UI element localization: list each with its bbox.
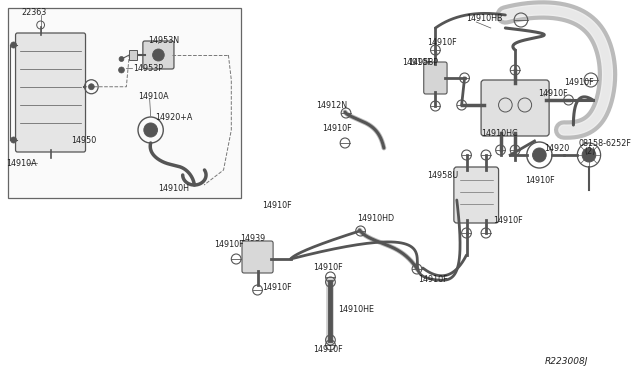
Circle shape <box>144 123 157 137</box>
FancyBboxPatch shape <box>481 80 549 136</box>
Text: 14953P: 14953P <box>133 64 163 73</box>
Text: 14910F: 14910F <box>428 38 457 46</box>
Text: 14910A: 14910A <box>6 158 36 167</box>
Circle shape <box>532 148 546 162</box>
Bar <box>129 50 137 60</box>
Text: 14939: 14939 <box>240 234 266 243</box>
Text: 14920+A: 14920+A <box>156 112 193 122</box>
Circle shape <box>88 84 94 90</box>
Text: 14910H: 14910H <box>159 183 189 192</box>
Text: 14910F: 14910F <box>493 215 522 224</box>
Circle shape <box>119 57 124 61</box>
Text: 14910F: 14910F <box>403 58 432 67</box>
Text: 08158-6252F: 08158-6252F <box>579 138 631 148</box>
Text: 14910F: 14910F <box>262 283 292 292</box>
Text: 14910F: 14910F <box>313 346 342 355</box>
Text: 14910F: 14910F <box>538 89 568 97</box>
Bar <box>8 8 241 198</box>
Text: 14950: 14950 <box>71 135 96 144</box>
FancyBboxPatch shape <box>454 167 499 223</box>
Circle shape <box>582 148 596 162</box>
Text: 22363: 22363 <box>21 7 47 16</box>
Text: 14910A: 14910A <box>138 92 168 100</box>
Text: 14910HE: 14910HE <box>338 305 374 314</box>
Text: 14920: 14920 <box>544 144 570 153</box>
Text: R223008J: R223008J <box>545 357 588 366</box>
Text: 14910F: 14910F <box>564 77 593 87</box>
Text: 14958U: 14958U <box>428 170 459 180</box>
Text: 14953N: 14953N <box>148 35 179 45</box>
Text: 14912N: 14912N <box>316 100 347 109</box>
FancyBboxPatch shape <box>424 62 447 94</box>
Text: (2): (2) <box>584 147 595 155</box>
Circle shape <box>11 137 17 143</box>
Text: 14910F: 14910F <box>214 240 243 248</box>
Text: 14910F: 14910F <box>262 201 292 209</box>
Text: 14910F: 14910F <box>313 263 342 272</box>
FancyBboxPatch shape <box>15 33 86 152</box>
FancyBboxPatch shape <box>143 41 174 69</box>
Text: 14910HC: 14910HC <box>481 128 518 138</box>
Text: 14910F: 14910F <box>322 124 351 132</box>
Text: 14910F: 14910F <box>525 176 554 185</box>
Circle shape <box>118 67 124 73</box>
Text: 14910HB: 14910HB <box>467 13 503 22</box>
Text: 14910HD: 14910HD <box>358 214 395 222</box>
Circle shape <box>11 42 17 48</box>
FancyBboxPatch shape <box>242 241 273 273</box>
Circle shape <box>152 49 164 61</box>
Text: 14958P: 14958P <box>408 58 438 67</box>
Text: 14910F: 14910F <box>418 276 447 285</box>
